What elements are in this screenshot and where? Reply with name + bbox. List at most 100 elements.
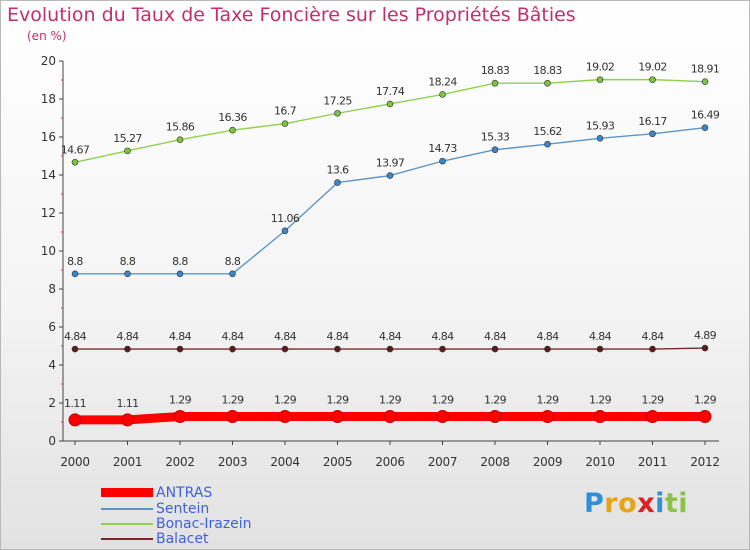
data-point-balacet: [176, 345, 184, 353]
legend-swatch-sentein: [101, 507, 153, 510]
data-label-sentein: 15.62: [533, 125, 562, 138]
data-label-sentein: 8.8: [225, 255, 241, 268]
data-label-antras: 1.29: [641, 393, 664, 406]
y-tick-label: 6: [48, 320, 56, 334]
data-point-antras: [698, 409, 712, 423]
data-label-antras: 1.29: [169, 393, 192, 406]
data-label-antras: 1.29: [274, 393, 297, 406]
data-label-balacet: 4.84: [641, 330, 664, 343]
x-tick-label: 2004: [270, 455, 299, 469]
data-label-bonac-irazein: 16.7: [274, 105, 297, 118]
data-point-bonac-irazein: [281, 120, 289, 127]
data-point-bonac-irazein: [596, 76, 604, 83]
x-tick-label: 2012: [690, 455, 719, 469]
legend-label-bonac-irazein: Bonac-Irazein: [156, 515, 252, 532]
data-point-antras: [121, 413, 134, 427]
data-label-bonac-irazein: 17.74: [376, 85, 405, 98]
series-line-sentein: [75, 126, 706, 275]
data-label-bonac-irazein: 15.27: [113, 132, 142, 145]
data-label-antras: 1.29: [431, 393, 454, 406]
data-point-antras: [383, 409, 397, 423]
data-point-antras: [593, 409, 607, 423]
data-point-balacet: [649, 345, 656, 353]
y-tick-label: 0: [48, 434, 56, 448]
data-label-bonac-irazein: 18.83: [481, 64, 510, 77]
data-point-bonac-irazein: [229, 126, 236, 134]
data-point-antras: [68, 413, 82, 427]
data-label-bonac-irazein: 16.36: [218, 111, 247, 124]
data-point-balacet: [596, 345, 604, 353]
data-point-sentein: [596, 135, 604, 142]
data-point-bonac-irazein: [334, 109, 341, 117]
data-label-bonac-irazein: 15.86: [166, 121, 195, 134]
data-point-sentein: [649, 130, 656, 138]
data-label-antras: 1.29: [536, 393, 559, 406]
data-point-antras: [541, 409, 554, 423]
data-label-sentein: 16.17: [638, 115, 667, 128]
data-point-sentein: [334, 179, 341, 186]
data-point-antras: [488, 409, 502, 423]
y-tick-label: 16: [41, 130, 56, 144]
data-point-sentein: [491, 146, 499, 154]
legend-label-sentein: Sentein: [156, 500, 210, 517]
data-label-sentein: 15.93: [586, 119, 615, 132]
data-point-sentein: [439, 157, 446, 165]
x-tick-label: 2006: [375, 455, 404, 469]
data-point-sentein: [71, 270, 79, 278]
data-label-balacet: 4.84: [274, 330, 297, 343]
data-label-balacet: 4.84: [64, 330, 87, 343]
data-label-antras: 1.29: [326, 393, 349, 406]
legend-item-balacet: Balacet: [101, 530, 209, 547]
data-label-bonac-irazein: 18.24: [428, 75, 457, 88]
data-point-balacet: [71, 345, 79, 353]
data-point-sentein: [176, 270, 184, 278]
data-point-bonac-irazein: [439, 91, 446, 98]
x-tick-label: 2003: [218, 455, 247, 469]
proxiti-logo: Proxiti: [584, 488, 689, 519]
data-label-bonac-irazein: 19.02: [638, 61, 667, 74]
data-point-sentein: [124, 270, 131, 278]
data-label-bonac-irazein: 17.25: [323, 94, 352, 107]
chart-title: Evolution du Taux de Taxe Foncière sur l…: [7, 4, 576, 26]
y-tick-label: 4: [48, 358, 56, 372]
y-tick-label: 8: [48, 282, 56, 296]
x-tick-label: 2008: [480, 455, 509, 469]
y-tick-label: 14: [41, 168, 56, 182]
legend-label-balacet: Balacet: [156, 530, 209, 547]
data-label-balacet: 4.84: [221, 330, 244, 343]
x-tick-label: 2002: [165, 455, 194, 469]
x-tick-label: 2009: [533, 455, 562, 469]
data-label-sentein: 8.8: [120, 255, 136, 268]
x-tick-label: 2010: [585, 455, 614, 469]
x-tick-label: 2000: [60, 455, 89, 469]
legend-item-antras: ANTRAS: [101, 485, 212, 501]
data-label-balacet: 4.89: [694, 329, 717, 342]
data-label-sentein: 13.97: [376, 157, 405, 170]
data-point-antras: [436, 409, 449, 423]
data-point-bonac-irazein: [176, 136, 184, 143]
data-label-sentein: 8.8: [67, 255, 83, 268]
data-label-antras: 1.29: [484, 393, 507, 406]
legend-item-sentein: Sentein: [101, 500, 210, 517]
data-label-balacet: 4.84: [116, 330, 139, 343]
data-point-antras: [331, 409, 344, 423]
data-point-antras: [646, 409, 659, 423]
data-point-balacet: [229, 345, 236, 353]
data-label-bonac-irazein: 18.91: [691, 63, 720, 76]
data-point-bonac-irazein: [649, 76, 656, 83]
chart-unit: (en %): [27, 29, 67, 43]
data-label-antras: 1.29: [589, 393, 612, 406]
data-label-sentein: 14.73: [428, 142, 457, 155]
data-point-balacet: [386, 345, 394, 353]
y-tick-label: 20: [41, 54, 56, 68]
data-label-sentein: 11.06: [271, 212, 300, 225]
legend-item-bonac-irazein: Bonac-Irazein: [101, 515, 252, 532]
data-label-sentein: 15.33: [481, 131, 510, 144]
data-label-balacet: 4.84: [484, 330, 507, 343]
x-tick-label: 2007: [428, 455, 457, 469]
data-point-balacet: [701, 344, 709, 352]
data-label-bonac-irazein: 18.83: [533, 64, 562, 77]
data-point-balacet: [124, 345, 131, 353]
data-label-balacet: 4.84: [589, 330, 612, 343]
